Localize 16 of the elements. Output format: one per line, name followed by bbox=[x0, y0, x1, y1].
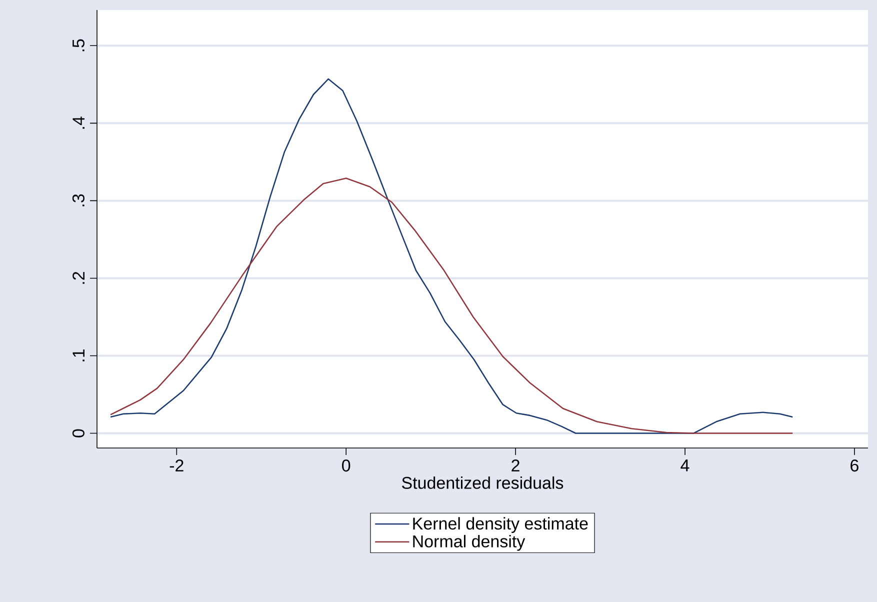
y-tick-label: .5 bbox=[72, 39, 84, 52]
y-tick-label: .3 bbox=[72, 194, 84, 206]
y-tick-label: .4 bbox=[72, 116, 84, 129]
x-tick-label: 4 bbox=[680, 460, 690, 472]
y-tick-label: .2 bbox=[72, 272, 84, 284]
x-tick-label: 0 bbox=[342, 460, 350, 472]
x-tick-label: 6 bbox=[850, 460, 858, 472]
x-tick-label: 2 bbox=[512, 460, 520, 472]
line-series bbox=[110, 178, 794, 434]
legend-label: Kernel density estimate bbox=[413, 517, 588, 533]
legend-label: Normal density bbox=[413, 534, 526, 551]
y-tick-label: .1 bbox=[72, 349, 84, 362]
x-axis-title: Studentized residuals bbox=[402, 476, 564, 489]
x-tick-label: -2 bbox=[170, 460, 184, 472]
line-series bbox=[110, 78, 794, 434]
y-tick-label: 0 bbox=[72, 429, 84, 438]
